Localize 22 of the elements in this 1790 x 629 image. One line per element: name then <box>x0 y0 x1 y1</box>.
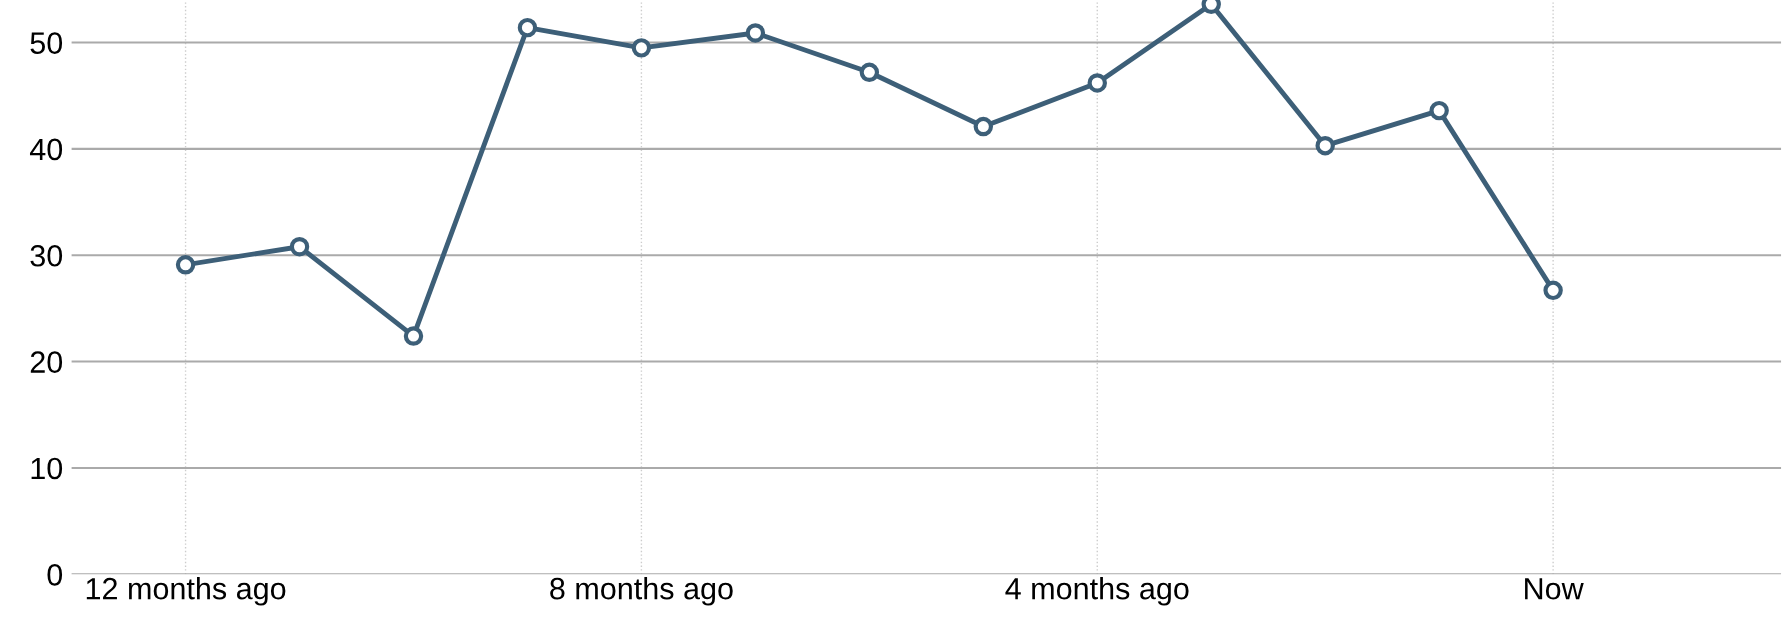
point <box>973 116 994 137</box>
y-tick-label: 50 <box>30 32 63 54</box>
point <box>175 255 196 275</box>
y-tick-label: 40 <box>29 138 63 161</box>
point <box>289 237 310 257</box>
x-tick-label: 4 months ago <box>1005 577 1189 606</box>
point <box>1315 135 1335 156</box>
x-tick-label: 12 months ago <box>86 577 286 606</box>
x-tick-label: 8 months ago <box>550 577 733 606</box>
point <box>403 326 424 346</box>
y-tick-label: 30 <box>30 244 63 267</box>
point <box>745 23 766 43</box>
point <box>1543 280 1563 301</box>
y-tick-label: 10 <box>31 457 63 480</box>
x-tick-label: Now <box>1525 578 1584 600</box>
point <box>1087 73 1107 93</box>
point <box>517 17 538 38</box>
point <box>631 38 652 58</box>
y-tick-label: 0 <box>47 564 63 586</box>
y-tick-label: 20 <box>30 351 63 373</box>
point <box>859 62 880 83</box>
point <box>1429 100 1449 121</box>
